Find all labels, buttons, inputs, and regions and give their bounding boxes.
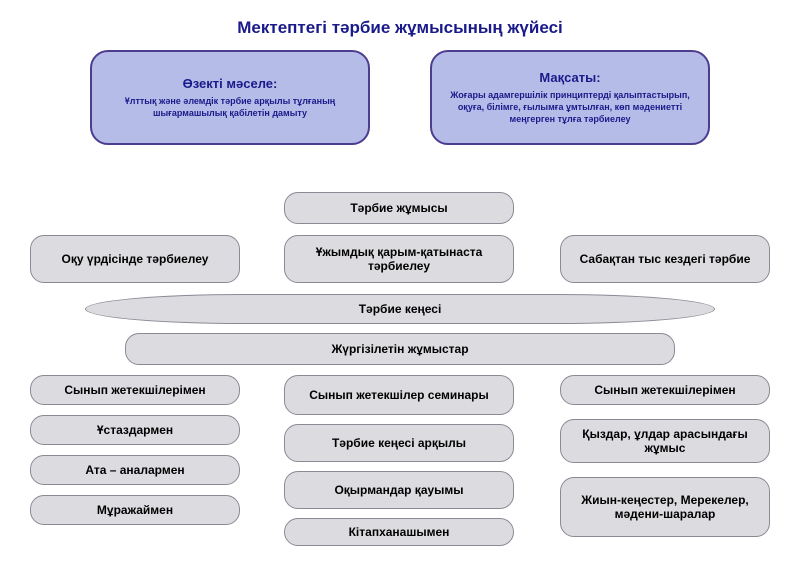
goal-text: Жоғары адамгершілік принциптерді қалыпта… [446, 89, 694, 125]
middle-column: Сынып жетекшілер семинары Тәрбие кеңесі … [284, 375, 514, 546]
box-kitaphanashy: Кітапханашымен [284, 518, 514, 546]
box-murazhaimen: Мұражаймен [30, 495, 240, 525]
pill-tarbie-kenesi: Тәрбие кеңесі [85, 294, 715, 324]
box-kyzdar-uldar: Қыздар, ұлдар арасындағы жұмыс [560, 419, 770, 463]
box-tarbie-zhumysy: Тәрбие жұмысы [284, 192, 514, 224]
box-zhurgiziletin: Жүргізілетін жұмыстар [125, 333, 675, 365]
goal-box: Мақсаты: Жоғары адамгершілік принциптерд… [430, 50, 710, 145]
key-issue-text: Ұлттық және әлемдік тәрбие арқылы тұлған… [106, 95, 354, 119]
key-issue-title: Өзекті мәселе: [183, 76, 278, 91]
box-ustazdarmen: Ұстаздармен [30, 415, 240, 445]
left-column: Сынып жетекшілерімен Ұстаздармен Ата – а… [30, 375, 240, 525]
box-synyp-zhetekshi-right: Сынып жетекшілерімен [560, 375, 770, 405]
goal-title: Мақсаты: [539, 70, 600, 85]
box-oku-urdisinde: Оқу үрдісінде тәрбиелеу [30, 235, 240, 283]
box-synyp-zhetekshi-left: Сынып жетекшілерімен [30, 375, 240, 405]
box-okyrmandar: Оқырмандар қауымы [284, 471, 514, 509]
box-synyp-seminar: Сынып жетекшілер семинары [284, 375, 514, 415]
box-ata-analarmen: Ата – аналармен [30, 455, 240, 485]
page-title: Мектептегі тәрбие жұмысының жүйесі [0, 0, 800, 50]
box-uzhymdyk: Ұжымдық қарым-қатынаста тәрбиелеу [284, 235, 514, 283]
top-row: Өзекті мәселе: Ұлттық және әлемдік тәрби… [0, 50, 800, 145]
box-tarbie-kenesi-arkyly: Тәрбие кеңесі арқылы [284, 424, 514, 462]
key-issue-box: Өзекті мәселе: Ұлттық және әлемдік тәрби… [90, 50, 370, 145]
box-zhiyn-kenester: Жиын-кеңестер, Мерекелер, мәдени-шаралар [560, 477, 770, 537]
right-column: Сынып жетекшілерімен Қыздар, ұлдар арасы… [560, 375, 770, 537]
box-sabaktan-tys: Сабақтан тыс кездегі тәрбие [560, 235, 770, 283]
